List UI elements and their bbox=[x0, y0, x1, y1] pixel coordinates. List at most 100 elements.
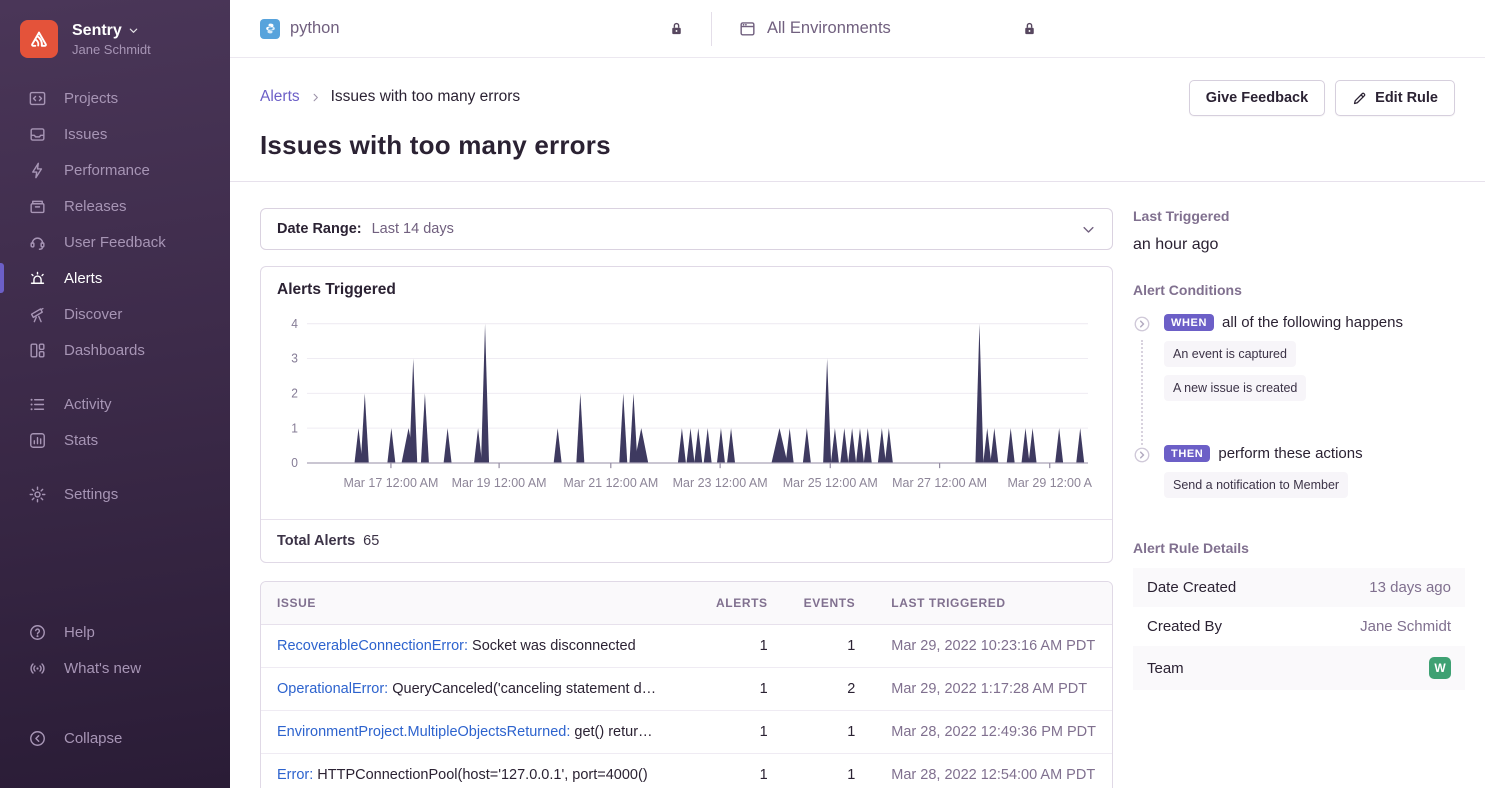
column-header-issue: ISSUE bbox=[261, 582, 701, 625]
circle-chevron-icon bbox=[1133, 315, 1151, 333]
chevron-down-icon bbox=[129, 28, 138, 33]
issue-link[interactable]: Error: bbox=[277, 767, 314, 783]
column-header-alerts: ALERTS bbox=[700, 582, 788, 625]
sidebar-item-activity[interactable]: Activity bbox=[0, 386, 230, 422]
sidebar-item-help[interactable]: Help bbox=[0, 614, 230, 650]
chevron-down-icon bbox=[1083, 226, 1094, 233]
issue-cell: EnvironmentProject.MultipleObjectsReturn… bbox=[261, 710, 701, 754]
condition-chips: Send a notification to Member bbox=[1164, 472, 1465, 498]
issue-row[interactable]: OperationalError: QueryCanceled('canceli… bbox=[261, 667, 1112, 711]
activity-icon bbox=[28, 395, 47, 414]
svg-text:0: 0 bbox=[291, 456, 298, 470]
edit-rule-button[interactable]: Edit Rule bbox=[1335, 80, 1455, 116]
page-title: Issues with too many errors bbox=[260, 130, 611, 160]
project-selector[interactable]: python bbox=[260, 18, 685, 39]
detail-value: 13 days ago bbox=[1369, 579, 1451, 596]
alerts-icon bbox=[28, 269, 47, 288]
sidebar-item-stats[interactable]: Stats bbox=[0, 422, 230, 458]
alerts-count: 1 bbox=[759, 767, 768, 783]
condition-badge-when: WHEN bbox=[1164, 314, 1215, 331]
column-header-last-triggered: LAST TRIGGERED bbox=[875, 582, 1112, 625]
issue-link[interactable]: RecoverableConnectionError: bbox=[277, 638, 469, 654]
sidebar-item-performance[interactable]: Performance bbox=[0, 152, 230, 188]
give-feedback-button[interactable]: Give Feedback bbox=[1188, 80, 1326, 116]
date-range-value: Last 14 days bbox=[371, 221, 454, 237]
sidebar-item-projects[interactable]: Projects bbox=[0, 80, 230, 116]
sidebar-item-user-feedback[interactable]: User Feedback bbox=[0, 224, 230, 260]
issue-description: QueryCanceled('canceling statement d… bbox=[388, 681, 657, 697]
issue-row[interactable]: Error: HTTPConnectionPool(host='127.0.0.… bbox=[261, 754, 1112, 788]
main-area: python All Environments Alerts Issues wi… bbox=[230, 0, 1485, 788]
detail-label: Created By bbox=[1147, 618, 1223, 635]
sidebar-item-label: Help bbox=[64, 623, 95, 641]
condition-text: perform these actions bbox=[1218, 445, 1363, 462]
sidebar-item-issues[interactable]: Issues bbox=[0, 116, 230, 152]
sidebar-item-alerts[interactable]: Alerts bbox=[0, 260, 230, 296]
detail-value: Jane Schmidt bbox=[1360, 618, 1451, 635]
alert-conditions-heading: Alert Conditions bbox=[1133, 282, 1242, 298]
topbar-divider bbox=[711, 11, 712, 46]
issue-description: HTTPConnectionPool(host='127.0.0.1', por… bbox=[313, 767, 648, 783]
date-range-select[interactable]: Date Range: Last 14 days bbox=[260, 208, 1113, 250]
chart-title: Alerts Triggered bbox=[277, 281, 396, 298]
help-icon bbox=[28, 623, 47, 642]
sidebar-item-label: Collapse bbox=[64, 729, 123, 747]
issue-row[interactable]: RecoverableConnectionError: Socket was d… bbox=[261, 624, 1112, 668]
environment-icon bbox=[738, 19, 757, 38]
svg-text:3: 3 bbox=[291, 351, 298, 365]
issues-table-header: ISSUE ALERTS EVENTS LAST TRIGGERED bbox=[261, 582, 1112, 625]
sidebar-item-discover[interactable]: Discover bbox=[0, 296, 230, 332]
page-header: Alerts Issues with too many errors Give … bbox=[230, 58, 1485, 182]
condition-text: all of the following happens bbox=[1222, 314, 1403, 331]
breadcrumb-alerts-link[interactable]: Alerts bbox=[260, 88, 300, 105]
sidebar-item-label: Discover bbox=[64, 305, 123, 323]
issue-cell: Error: HTTPConnectionPool(host='127.0.0.… bbox=[261, 754, 700, 788]
alerts-count: 1 bbox=[700, 624, 788, 668]
environment-selector[interactable]: All Environments bbox=[738, 19, 1038, 38]
issue-row[interactable]: EnvironmentProject.MultipleObjectsReturn… bbox=[261, 710, 1112, 754]
pencil-icon bbox=[1354, 92, 1366, 104]
broadcast-icon bbox=[28, 659, 47, 678]
team-avatar-badge[interactable]: W bbox=[1429, 657, 1451, 679]
sidebar-item-releases[interactable]: Releases bbox=[0, 188, 230, 224]
releases-icon bbox=[28, 197, 47, 216]
discover-icon bbox=[28, 305, 47, 324]
dashboards-icon bbox=[28, 341, 47, 360]
issues-table-panel: ISSUE ALERTS EVENTS LAST TRIGGERED Recovera… bbox=[260, 581, 1113, 788]
events-count: 1 bbox=[787, 710, 876, 754]
sidebar-item-what-s-new[interactable]: What's new bbox=[0, 650, 230, 686]
alerts-chart-panel: Alerts Triggered 0 1 2 3 4 Mar 17 12:00 AM Mar… bbox=[260, 266, 1113, 563]
breadcrumb-chevron-icon bbox=[313, 93, 318, 101]
issue-link[interactable]: EnvironmentProject.MultipleObjectsReturn… bbox=[277, 724, 571, 740]
sidebar-item-dashboards[interactable]: Dashboards bbox=[0, 332, 230, 368]
alerts-triggered-chart: 0 1 2 3 4 Mar 17 12:00 AM Mar 19 12:00 AM Mar 2… bbox=[277, 305, 1096, 517]
sidebar-item-label: Issues bbox=[64, 125, 108, 143]
condition-step-then: THEN perform these actions Send a notifica… bbox=[1133, 445, 1465, 498]
sidebar-item-label: Alerts bbox=[64, 269, 103, 287]
condition-chip: An event is captured bbox=[1164, 341, 1296, 367]
environment-lock-icon[interactable] bbox=[1021, 20, 1038, 37]
sidebar-item-collapse[interactable]: Collapse bbox=[0, 720, 230, 756]
events-count: 2 bbox=[787, 667, 876, 711]
svg-text:Mar 25 12:00 AM: Mar 25 12:00 AM bbox=[783, 475, 878, 490]
issue-description: Socket was disconnected bbox=[468, 638, 636, 654]
user-feedback-icon bbox=[28, 233, 47, 252]
sidebar: Sentry Jane Schmidt Projects Issues Perfor… bbox=[0, 0, 230, 788]
alerts-count: 1 bbox=[700, 710, 788, 754]
svg-text:Mar 23 12:00 AM: Mar 23 12:00 AM bbox=[673, 475, 768, 490]
give-feedback-label: Give Feedback bbox=[1205, 90, 1309, 106]
user-name: Jane Schmidt bbox=[72, 41, 151, 57]
issues-table: ISSUE ALERTS EVENTS LAST TRIGGERED Recovera… bbox=[261, 582, 1112, 788]
sidebar-item-settings[interactable]: Settings bbox=[0, 476, 230, 512]
nav-group-3: Settings bbox=[0, 476, 230, 512]
project-name: python bbox=[290, 19, 340, 37]
events-count: 1 bbox=[847, 767, 856, 783]
sidebar-item-label: Dashboards bbox=[64, 341, 145, 359]
org-meta: Sentry Jane Schmidt bbox=[72, 21, 151, 58]
project-lock-icon[interactable] bbox=[668, 20, 685, 37]
sidebar-nav: Projects Issues Performance Releases User Fe… bbox=[0, 80, 230, 774]
org-switcher[interactable]: Sentry Jane Schmidt bbox=[0, 20, 230, 58]
detail-row-date-created: Date Created 13 days ago bbox=[1133, 568, 1465, 607]
issue-link[interactable]: OperationalError: bbox=[277, 681, 389, 697]
detail-row-created-by: Created By Jane Schmidt bbox=[1133, 607, 1465, 646]
